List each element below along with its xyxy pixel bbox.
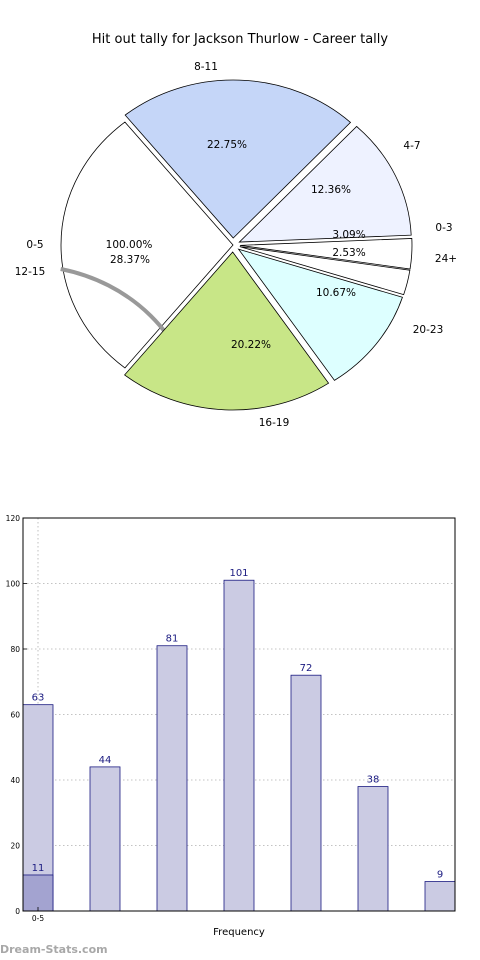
y-tick-label: 80 xyxy=(10,645,20,654)
bar-value-label-5: 38 xyxy=(367,775,380,786)
pie-percent-16-19: 20.22% xyxy=(231,339,271,351)
highlight-bar xyxy=(22,874,54,912)
pie-percent-4-7: 12.36% xyxy=(311,184,351,196)
pie-slice-4-7 xyxy=(238,125,412,243)
bar-5 xyxy=(357,786,389,912)
pie-percent-20-23: 10.67% xyxy=(316,287,356,299)
bar-4 xyxy=(290,674,322,912)
y-tick-label: 40 xyxy=(10,776,20,785)
pie-percent-0-3: 3.09% xyxy=(332,229,365,241)
y-tick-label: 100 xyxy=(6,580,21,589)
watermark: Dream-Stats.com xyxy=(0,943,108,956)
x-axis-ticks: 0-5 xyxy=(32,907,44,923)
bar-value-label-0: 63 xyxy=(32,693,45,704)
bars: 63 44 81 101 72 38 9 11 xyxy=(22,568,456,912)
pie-label-20-23: 20-23 xyxy=(413,324,444,336)
y-tick-label: 20 xyxy=(10,842,20,851)
bar-6 xyxy=(424,881,456,912)
pie-slice-20-23 xyxy=(237,248,403,381)
pie-title: Hit out tally for Jackson Thurlow - Care… xyxy=(92,32,389,47)
pie-label-16-19: 16-19 xyxy=(259,417,290,429)
bar-chart: 0 20 40 60 80 100 120 63 44 81 101 72 38 9 11 0-5 Fre… xyxy=(6,514,456,938)
bar-value-label-3: 101 xyxy=(229,568,248,579)
bar-1 xyxy=(89,766,121,912)
pie-percent-24+: 2.53% xyxy=(332,247,365,259)
pie-slice-0-3 xyxy=(239,238,413,270)
pie-chart: Hit out tally for Jackson Thurlow - Care… xyxy=(15,32,457,429)
pie-slice-0-5 xyxy=(60,121,234,369)
highlight-value-label: 11 xyxy=(32,863,45,874)
pie-label-8-11: 8-11 xyxy=(194,61,218,73)
pie-label-0-5: 0-5 xyxy=(26,239,43,251)
y-tick-label: 60 xyxy=(10,711,20,720)
pie-label-0-3: 0-3 xyxy=(435,222,452,234)
pie-label-12-15: 12-15 xyxy=(15,266,46,278)
bar-value-label-6: 9 xyxy=(437,870,443,881)
pie-label-24+: 24+ xyxy=(435,253,457,265)
pie-percent-12-15: 100.00% xyxy=(106,239,153,251)
bar-2 xyxy=(156,645,188,912)
bar-value-label-2: 81 xyxy=(166,634,179,645)
pie-label-4-7: 4-7 xyxy=(403,140,420,152)
pie-labels: 0-5 28.37% 12-15 100.00% 16-19 20.22% 20-23 10.… xyxy=(15,61,457,429)
bar-3 xyxy=(223,579,255,912)
pie-percent-8-11: 22.75% xyxy=(207,139,247,151)
pie-slice-16-19 xyxy=(124,251,330,411)
plot-frame xyxy=(22,517,456,912)
x-tick-label: 0-5 xyxy=(32,914,44,923)
pie-slices xyxy=(60,79,413,411)
y-tick-label: 0 xyxy=(15,907,20,916)
bar-value-label-1: 44 xyxy=(99,755,112,766)
y-tick-label: 120 xyxy=(6,514,21,523)
pie-slice-8-11 xyxy=(124,79,352,239)
pie-slice-24+ xyxy=(239,246,411,296)
bar-value-label-4: 72 xyxy=(300,663,313,674)
x-axis-label: Frequency xyxy=(213,927,265,938)
pie-percent-0-5: 28.37% xyxy=(110,254,150,266)
